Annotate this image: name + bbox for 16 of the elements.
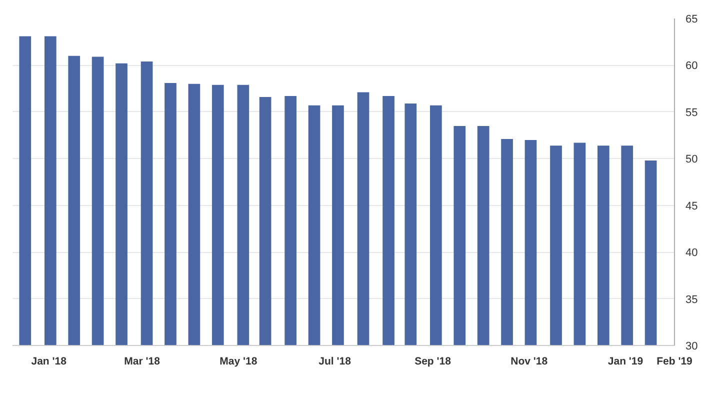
x-tick-label: Jul '18 — [318, 356, 352, 368]
x-tick-label: Jan '19 — [608, 356, 644, 368]
x-tick-label: Sep '18 — [414, 356, 452, 368]
y-tick-label: 45 — [686, 200, 698, 212]
x-tick-label: Mar '18 — [124, 356, 160, 368]
x-tick-label: Jan '18 — [31, 356, 67, 368]
y-tick-label: 50 — [686, 154, 698, 166]
y-tick-label: 35 — [686, 294, 698, 306]
x-tick-label: May '18 — [220, 356, 258, 368]
x-tick-label: Feb '19 — [656, 356, 693, 368]
x-tick-label: Nov '18 — [510, 356, 548, 368]
y-tick-label: 30 — [686, 340, 698, 352]
y-tick-label: 55 — [686, 106, 698, 119]
y-tick-label: 60 — [686, 60, 698, 72]
y-tick-label: 65 — [686, 14, 698, 26]
y-tick-label: 40 — [686, 247, 698, 260]
